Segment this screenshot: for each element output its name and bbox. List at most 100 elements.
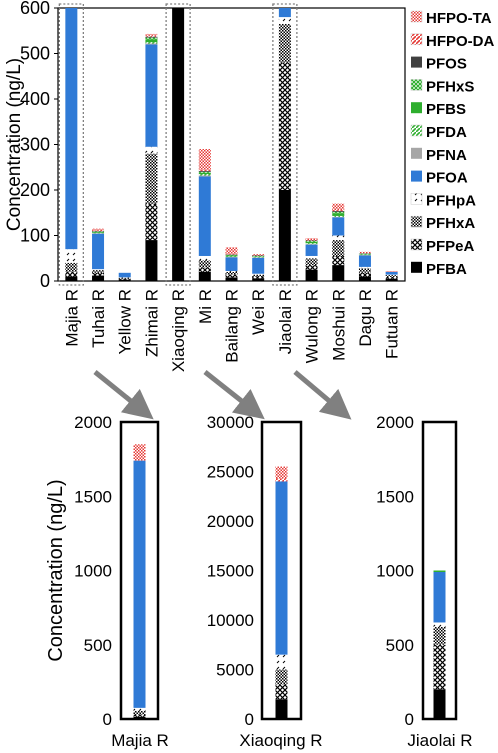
- bar-wei-r-pfhxa: [252, 274, 265, 277]
- legend-swatch-pfbs: [411, 102, 422, 114]
- bar-moshui-r-pfos: [332, 210, 345, 212]
- bar-tuhai-r-pfbs: [92, 231, 105, 233]
- inset-y-tick-label: 0: [103, 710, 112, 729]
- bar-mi-r-pfba: [198, 271, 211, 281]
- highlight-box-xiaoqing-r: [165, 3, 191, 286]
- inset-majia-r: 0 500 1000 1500 2000 Majia R Concentration (ng…: [45, 413, 169, 750]
- bar-wulong-r-pfda: [305, 243, 318, 245]
- bar-bailang-r-pfoa: [225, 257, 238, 271]
- bar-zhimai-r-hfpo-ta: [145, 33, 158, 36]
- inset-y-axis-label: Concentration (ng/L): [45, 479, 67, 661]
- inset-bar-pfpea: [133, 714, 146, 717]
- bar-wulong-r-pfbs: [305, 241, 318, 244]
- inset-y-tick-label: 5000: [216, 661, 254, 680]
- bar-mi-r-pfpea: [198, 267, 211, 272]
- bar-bailang-r-pfpea: [225, 274, 238, 278]
- inset-bar-pfhpa: [433, 622, 446, 627]
- x-tick-label: Dagu R: [356, 289, 375, 347]
- bar-moshui-r-pfda: [332, 215, 345, 217]
- zoom-arrow: [93, 370, 154, 420]
- bar-zhimai-r-pfos: [145, 36, 158, 38]
- main-plot-frame: [57, 7, 406, 282]
- bar-yellow-r-pfoa: [118, 272, 131, 278]
- bar-zhimai-r-pfhpa: [145, 146, 158, 154]
- legend-swatch-hfpo-da: [410, 33, 423, 46]
- bar-jiaolai-r-pfba: [278, 190, 291, 281]
- bar-moshui-r-pfhpa: [332, 235, 345, 241]
- bar-futuan-r-hfpo-ta: [385, 270, 398, 272]
- bar-tuhai-r-pfba: [92, 275, 105, 281]
- inset-bar-pfhpa: [133, 707, 146, 711]
- bar-wulong-r-pfba: [305, 269, 318, 281]
- bar-wulong-r-pfhpa: [305, 255, 318, 259]
- bar-mi-r-hfpo-ta: [198, 149, 211, 170]
- inset-x-label: Xiaoqing R: [239, 731, 322, 750]
- bar-tuhai-r-pfoa: [92, 233, 105, 270]
- bar-mi-r-pfna: [198, 175, 211, 177]
- bar-tuhai-r-pfhpa: [92, 269, 105, 271]
- bar-dagu-r-pfba: [358, 276, 371, 281]
- bar-bailang-r-pfhpa: [225, 270, 238, 272]
- bar-moshui-r-hfpo-da: [332, 210, 345, 211]
- inset-y-tick-label: 1500: [376, 487, 414, 506]
- y-tick-label: 200: [20, 180, 50, 200]
- bar-wulong-r-pfhxs: [305, 240, 318, 242]
- bar-jiaolai-r-pfhpa: [278, 17, 291, 24]
- bar-zhimai-r-hfpo-da: [145, 35, 158, 37]
- legend-label: PFOA: [426, 170, 468, 187]
- inset-bar-pfba: [275, 699, 288, 719]
- bar-majia-r-pfhpa: [65, 249, 78, 263]
- bar-futuan-r-pfpea: [385, 276, 398, 279]
- x-tick-label: Yellow R: [116, 289, 135, 355]
- highlight-box-majia-r: [58, 3, 84, 286]
- inset-y-tick-label: 1500: [74, 487, 112, 506]
- bar-wulong-r-pfoa: [305, 244, 318, 256]
- inset-y-tick-label: 15000: [207, 562, 254, 581]
- bar-zhimai-r-pfhxa: [145, 153, 158, 204]
- legend-label: PFHpA: [426, 192, 476, 209]
- inset-x-label: Jiaolai R: [407, 731, 472, 750]
- x-tick-label: Wulong R: [303, 289, 322, 363]
- highlight-box-jiaolai-r: [272, 3, 298, 286]
- bar-wei-r-hfpo-ta: [252, 254, 265, 256]
- inset-y-tick-label: 30000: [207, 413, 254, 432]
- legend-label: PFPeA: [426, 238, 475, 255]
- bar-dagu-r-pfoa: [358, 255, 371, 267]
- bar-jiaolai-r-pfhxa: [278, 23, 291, 63]
- bar-wulong-r-pfpea: [305, 265, 318, 270]
- bar-mi-r-pfos: [198, 170, 211, 172]
- inset-bar-hfpo-ta: [133, 444, 146, 461]
- bar-dagu-r-pfhxa: [358, 268, 371, 273]
- main-chart: 0 100 200 300 400 500 600 Concentration (ng/L) M…: [4, 0, 406, 372]
- inset-y-tick-label: 1000: [74, 562, 112, 581]
- bar-wulong-r-hfpo-ta: [305, 238, 318, 241]
- inset-bar-hfpo-ta: [275, 466, 288, 479]
- bar-mi-r-pfhxa: [198, 260, 211, 268]
- bar-zhimai-r-pfbs: [145, 39, 158, 43]
- x-tick-label: Moshui R: [329, 289, 348, 361]
- bar-futuan-r-pfba: [385, 278, 398, 281]
- inset-y-tick-label: 20000: [207, 512, 254, 531]
- x-tick-label: Tuhai R: [89, 289, 108, 348]
- bar-bailang-r-pfhxa: [225, 271, 238, 275]
- bar-zhimai-r-pfhxs: [145, 37, 158, 40]
- inset-bar-pfba: [133, 716, 146, 719]
- bar-majia-r-pfpea: [65, 271, 78, 277]
- bar-dagu-r-pfpea: [358, 272, 371, 277]
- bar-yellow-r-pfba: [118, 279, 131, 281]
- bar-moshui-r-pfpea: [332, 255, 345, 266]
- bar-moshui-r-pfbs: [332, 213, 345, 216]
- inset-y-tick-label: 2000: [376, 413, 414, 432]
- inset-bar-pfoa: [133, 460, 146, 708]
- inset-bar-pfoa: [275, 481, 288, 655]
- legend-swatch-hfpo-ta: [410, 10, 423, 23]
- x-tick-label: Xiaoqing R: [169, 289, 188, 372]
- y-tick-label: 300: [20, 135, 50, 155]
- inset-bar-pfhxa: [275, 669, 288, 685]
- legend-label: PFBA: [426, 261, 467, 278]
- bar-moshui-r-hfpo-ta: [332, 203, 345, 211]
- bar-wulong-r-pfhxa: [305, 258, 318, 266]
- bar-wei-r-pfhpa: [252, 273, 265, 275]
- legend-label: PFDA: [426, 124, 467, 141]
